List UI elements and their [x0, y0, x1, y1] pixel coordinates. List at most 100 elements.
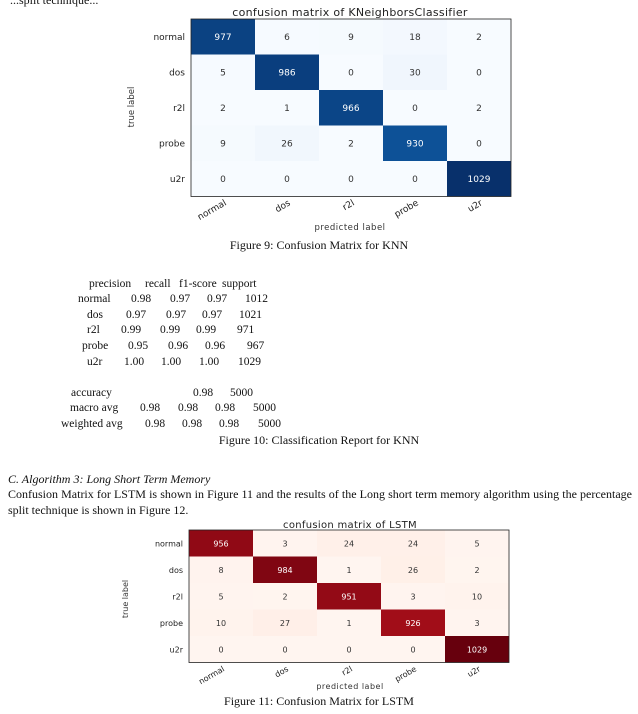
matrix-cell-value: 24	[344, 539, 354, 548]
report-header-f1: f1-score	[179, 278, 217, 290]
matrix-cell	[383, 125, 447, 161]
x-tick-label: u2r	[466, 664, 483, 679]
matrix-cell	[317, 556, 381, 583]
matrix-cell	[253, 609, 317, 636]
matrix-cell	[255, 125, 319, 161]
report-weighted-precision: 0.98	[145, 418, 166, 430]
report-row-precision: 0.99	[121, 324, 142, 336]
matrix-cell	[447, 125, 511, 161]
x-tick-label: dos	[273, 664, 290, 679]
report-row-name: normal	[78, 293, 111, 305]
report-row-support: 1021	[239, 309, 262, 321]
report-header-precision: precision	[89, 278, 132, 290]
matrix-cell-value: 3	[474, 619, 479, 628]
report-header-recall: recall	[145, 278, 171, 290]
matrix-cell	[255, 19, 319, 55]
matrix-cell-value: 977	[214, 33, 231, 43]
report-macro-precision: 0.98	[140, 402, 161, 414]
matrix-cell	[319, 125, 383, 161]
matrix-cell	[383, 90, 447, 126]
report-row-support: 1012	[245, 293, 268, 305]
x-tick-label: r2l	[341, 198, 356, 213]
matrix-cell	[317, 609, 381, 636]
matrix-cell-value: 10	[472, 592, 482, 601]
matrix-cell	[253, 583, 317, 610]
lstm-matrix-title: confusion matrix of LSTM	[283, 520, 417, 531]
matrix-cell-value: 0	[476, 68, 482, 78]
x-tick-label: r2l	[340, 664, 354, 677]
matrix-cell	[317, 583, 381, 610]
y-tick-label: dos	[169, 566, 183, 575]
report-macro-f1: 0.98	[215, 402, 236, 414]
x-tick-label: probe	[394, 664, 419, 683]
x-tick-label: normal	[197, 664, 226, 686]
matrix-cell	[447, 54, 511, 90]
matrix-frame	[190, 18, 512, 197]
report-row-precision: 1.00	[124, 356, 145, 368]
matrix-cell-value: 951	[341, 592, 356, 601]
report-row-support: 971	[237, 324, 255, 336]
matrix-cell	[189, 609, 253, 636]
matrix-cell-value: 5	[220, 68, 226, 78]
matrix-cell	[445, 583, 509, 610]
matrix-cell-value: 6	[284, 33, 290, 43]
matrix-cell	[255, 90, 319, 126]
matrix-cell	[317, 530, 381, 557]
report-header-support: support	[222, 278, 257, 290]
matrix-cell	[383, 19, 447, 55]
matrix-cell	[447, 90, 511, 126]
lstm-confusion-matrix: confusion matrix of LSTM 956 3 24 24 5 8 984 1 2…	[121, 520, 510, 691]
matrix-cell-value: 930	[406, 139, 423, 149]
y-tick-label: u2r	[170, 645, 184, 654]
report-row-f1: 0.99	[196, 324, 217, 336]
y-tick-label: dos	[169, 68, 185, 78]
matrix-cell-value: 26	[281, 139, 293, 149]
knn-matrix-title: confusion matrix of KNeighborsClassifier	[232, 6, 468, 19]
matrix-cell-value: 5	[218, 592, 223, 601]
matrix-cell-value: 2	[476, 33, 482, 43]
figure9-caption: Figure 9: Confusion Matrix for KNN	[229, 238, 409, 252]
matrix-cell	[447, 19, 511, 55]
knn-matrix-grid: 977 6 9 18 2 5 986 0 30 0 2 1 966 0 2 9 26 2 930 0 0 0 0 0 1029	[190, 18, 512, 197]
matrix-cell	[189, 636, 253, 663]
matrix-cell	[445, 530, 509, 557]
report-weighted-f1: 0.98	[219, 418, 240, 430]
report-row-precision: 0.98	[131, 293, 152, 305]
matrix-cell	[253, 636, 317, 663]
matrix-cell	[319, 54, 383, 90]
report-row-recall: 1.00	[161, 356, 182, 368]
matrix-cell-value: 2	[220, 104, 226, 114]
report-row-name: u2r	[87, 356, 103, 368]
matrix-cell-value: 0	[346, 645, 351, 654]
matrix-cell	[445, 556, 509, 583]
report-row-f1: 1.00	[199, 356, 220, 368]
matrix-cell	[255, 54, 319, 90]
report-macro-recall: 0.98	[178, 402, 199, 414]
matrix-cell-value: 986	[278, 68, 295, 78]
matrix-cell-value: 0	[410, 645, 415, 654]
report-weighted-label: weighted avg	[61, 418, 123, 430]
matrix-cell	[383, 54, 447, 90]
lstm-ylabel: true label	[121, 580, 130, 618]
body-paragraph: Confusion Matrix for LSTM is shown in Fi…	[8, 487, 632, 517]
report-weighted-support: 5000	[258, 418, 281, 430]
matrix-cell	[189, 583, 253, 610]
matrix-cell	[381, 556, 445, 583]
matrix-cell-value: 18	[409, 33, 421, 43]
matrix-cell	[189, 530, 253, 557]
matrix-cell	[191, 161, 255, 197]
matrix-cell	[317, 636, 381, 663]
matrix-cell-value: 1029	[467, 645, 487, 654]
matrix-cell	[191, 125, 255, 161]
x-tick-label: normal	[196, 198, 228, 222]
matrix-cell-value: 0	[476, 139, 482, 149]
knn-x-tick-labels: normal dos r2l probe u2r	[196, 198, 485, 223]
matrix-cell	[381, 636, 445, 663]
matrix-cell	[255, 161, 319, 197]
report-row-recall: 0.97	[166, 309, 187, 321]
matrix-cell-value: 0	[282, 645, 287, 654]
knn-confusion-matrix: confusion matrix of KNeighborsClassifier…	[127, 6, 512, 233]
matrix-cell-value: 1	[346, 619, 351, 628]
matrix-cell-value: 2	[348, 139, 354, 149]
report-row-support: 1029	[238, 356, 261, 368]
